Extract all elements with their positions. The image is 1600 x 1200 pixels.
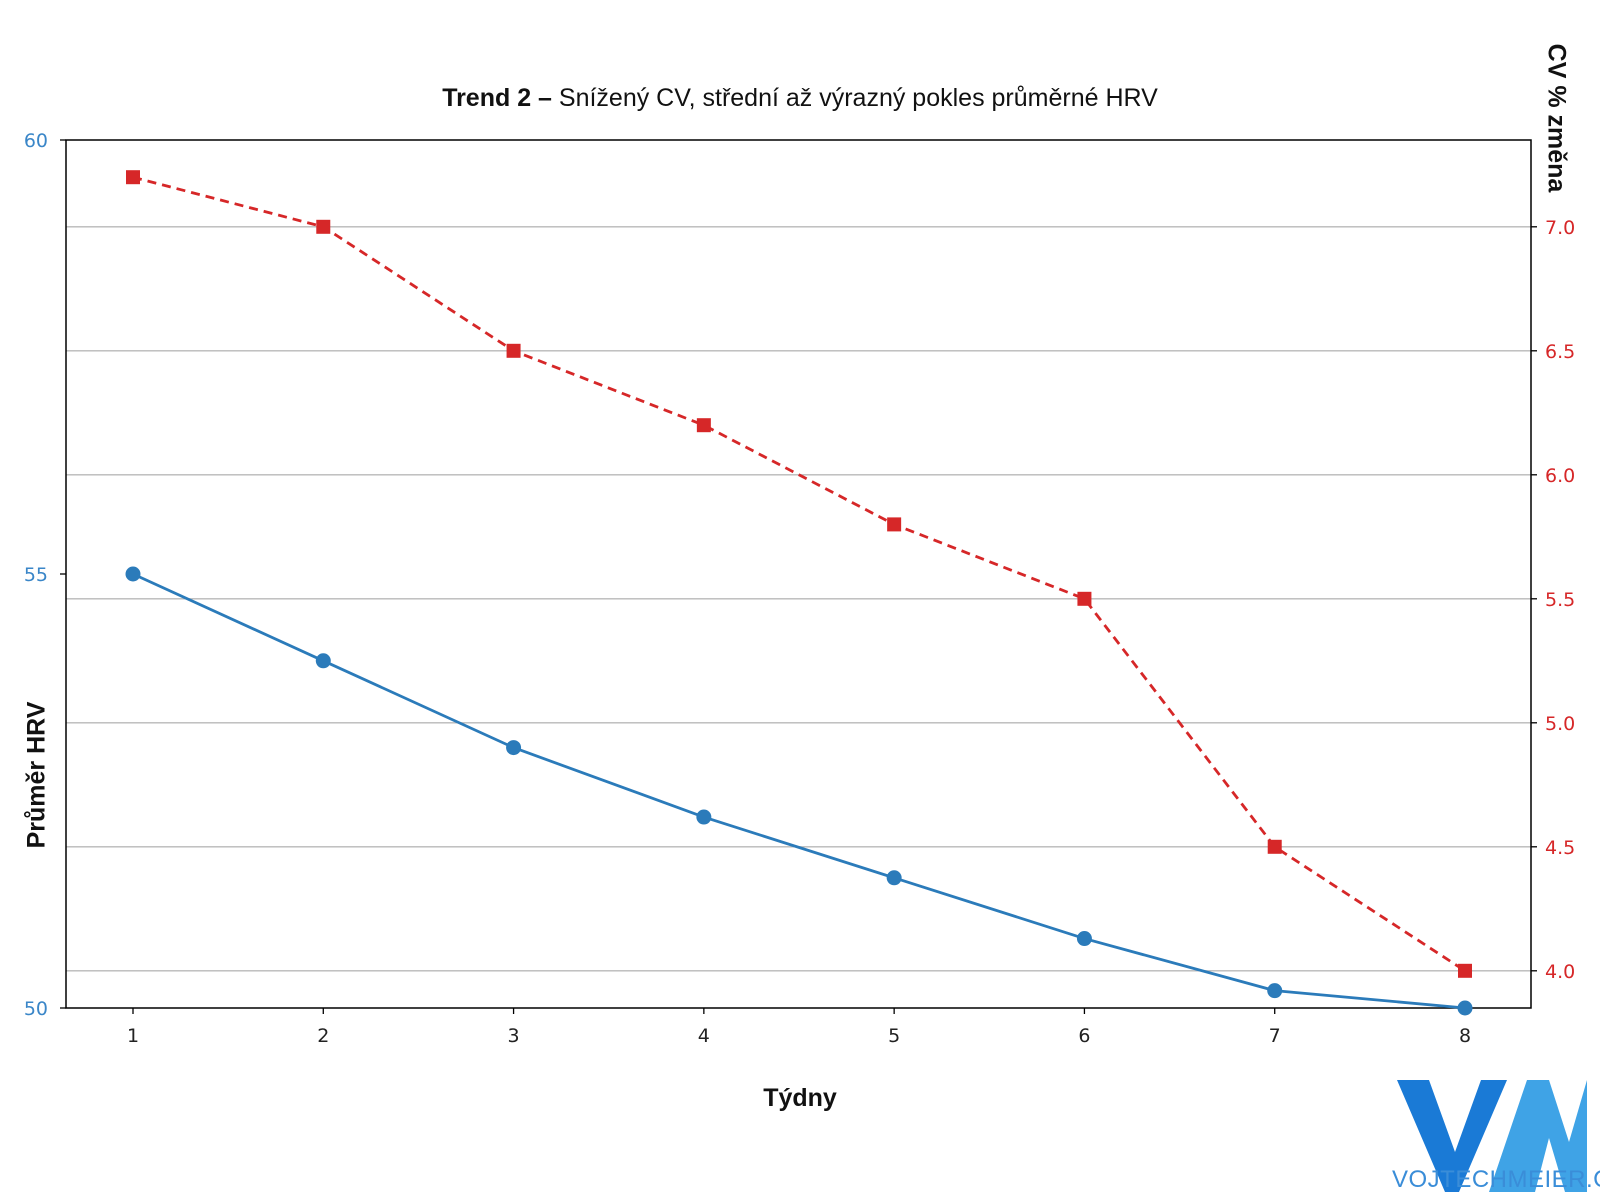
chart-title: Trend 2 – Snížený CV, střední až výrazný…	[442, 84, 1158, 112]
data-point-hrv	[125, 566, 141, 582]
data-point-cv	[1458, 963, 1472, 978]
x-tick-label: 6	[1078, 1025, 1090, 1047]
plot-frame	[65, 139, 1532, 1009]
data-point-cv	[696, 418, 711, 433]
data-point-hrv	[1076, 931, 1092, 947]
x-tick-label: 1	[127, 1025, 139, 1047]
right-y-tick-label: 5.0	[1545, 713, 1575, 735]
x-tick-label: 8	[1459, 1025, 1471, 1047]
right-y-tick-label: 5.5	[1545, 589, 1575, 611]
data-point-hrv	[886, 870, 902, 886]
x-tick-label: 2	[317, 1025, 329, 1047]
data-point-cv	[887, 517, 902, 532]
data-point-hrv	[696, 809, 712, 825]
right-y-tick-label: 6.5	[1545, 341, 1575, 363]
vm-logo	[1397, 1080, 1587, 1192]
series-line-cv	[132, 175, 1466, 972]
data-point-cv	[1077, 591, 1092, 606]
left-y-tick-label: 50	[24, 998, 48, 1020]
watermark-text: VOJTECHMEIER.CZ	[1392, 1166, 1600, 1193]
data-point-cv	[1267, 839, 1282, 854]
right-y-tick-label: 4.0	[1545, 961, 1575, 983]
right-y-tick-label: 6.0	[1545, 465, 1575, 487]
x-tick-label: 5	[888, 1025, 900, 1047]
data-point-hrv	[506, 740, 522, 756]
data-point-hrv	[1267, 983, 1283, 999]
left-y-tick-label: 60	[24, 130, 48, 152]
x-tick-label: 3	[508, 1025, 520, 1047]
x-tick-label: 4	[698, 1025, 710, 1047]
right-y-tick-label: 7.0	[1545, 217, 1575, 239]
data-point-cv	[506, 343, 521, 358]
data-point-hrv	[1457, 1000, 1473, 1016]
data-point-cv	[316, 219, 331, 234]
x-tick-label: 7	[1269, 1025, 1281, 1047]
series-line-hrv	[132, 572, 1466, 1010]
data-point-cv	[126, 170, 140, 185]
right-y-tick-label: 4.5	[1545, 837, 1575, 859]
right-y-axis-label: CV % změna	[1542, 43, 1571, 193]
left-y-tick-label: 55	[24, 564, 48, 586]
left-y-axis-label: Průměr HRV	[22, 701, 51, 849]
data-point-hrv	[315, 653, 331, 669]
x-axis-label: Týdny	[763, 1084, 837, 1112]
